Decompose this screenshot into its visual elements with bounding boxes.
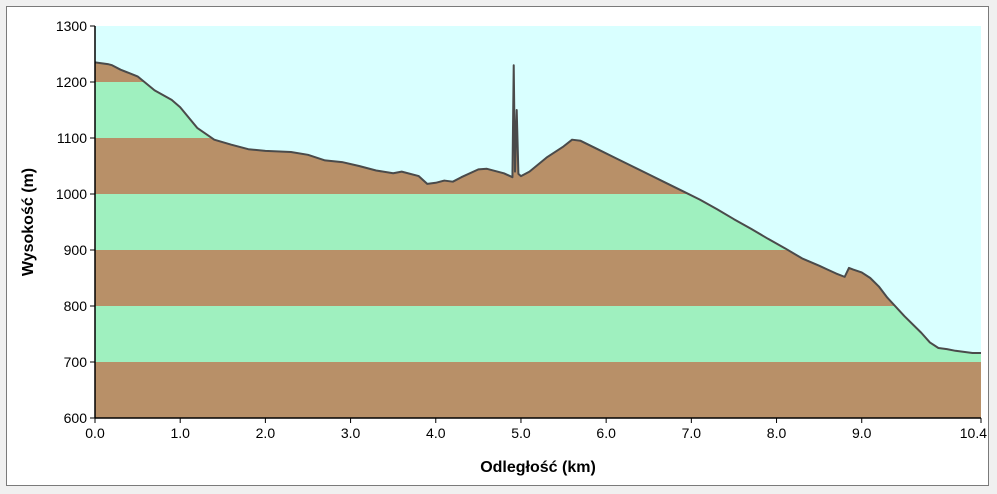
x-tick-label: 6.0: [596, 425, 616, 441]
x-tick-label: 2.0: [256, 425, 276, 441]
axes: [94, 26, 981, 419]
y-tick-label: 800: [64, 298, 88, 314]
x-tick-label: 7.0: [682, 425, 702, 441]
x-axis-ticks: 0.0 1.0 2.0 3.0 4.0 5.0 6.0 7.0 8.0 9.0 10.4: [85, 418, 987, 441]
x-tick-label: 10.4: [960, 425, 987, 441]
x-axis-title: Odległość (km): [480, 459, 596, 476]
x-tick-label: 3.0: [341, 425, 361, 441]
y-tick-label: 1200: [56, 74, 87, 90]
elevation-profile-line: [94, 61, 981, 355]
x-tick-label: 1.0: [170, 425, 190, 441]
elevation-band-600-700: [95, 362, 981, 418]
elevation-band-700-800: [95, 306, 981, 362]
y-tick-label: 700: [64, 354, 88, 370]
y-axis-title: Wysokość (m): [20, 168, 37, 276]
y-tick-label: 1000: [56, 186, 87, 202]
y-tick-label: 1100: [57, 130, 87, 146]
elevation-profile-chart: 0.0 1.0 2.0 3.0 4.0 5.0 6.0 7.0 8.0 9.0 10.4 600 70…: [20, 18, 987, 476]
x-tick-label: 5.0: [511, 425, 531, 441]
y-tick-label: 600: [64, 410, 88, 426]
chart-frame: 0.0 1.0 2.0 3.0 4.0 5.0 6.0 7.0 8.0 9.0 10.4 600 70…: [6, 6, 989, 486]
x-tick-label: 9.0: [852, 425, 872, 441]
x-tick-label: 8.0: [767, 425, 787, 441]
y-tick-label: 1300: [56, 18, 87, 34]
x-tick-label: 0.0: [85, 425, 105, 441]
x-tick-label: 4.0: [426, 425, 446, 441]
y-tick-label: 900: [64, 242, 88, 258]
y-axis-ticks: 600 700 800 900 1000 1100 1200 1300: [56, 18, 95, 426]
